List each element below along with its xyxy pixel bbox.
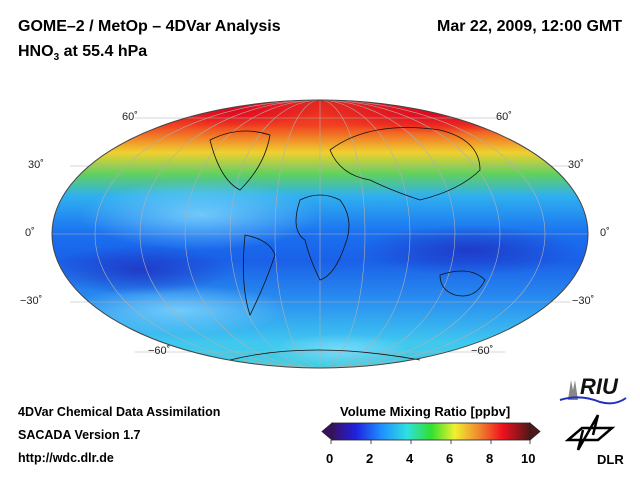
colorbar-min-arrow <box>321 422 333 441</box>
colorbar-tick-label: 8 <box>486 451 494 466</box>
lat-label-eq-right: 0˚ <box>600 227 610 239</box>
colorbar-tick-label: 0 <box>326 451 334 466</box>
species-subscript: 3 <box>53 52 60 64</box>
colorbar-tick-label: 4 <box>406 451 414 466</box>
riu-logo <box>559 380 627 405</box>
species-level: at 55.4 hPa <box>59 43 148 60</box>
lat-label-30n-left: 30˚ <box>28 159 44 171</box>
lat-label-eq-left: 0˚ <box>25 227 35 239</box>
colorbar-max-arrow <box>529 422 541 441</box>
colorbar-tick-label: 2 <box>366 451 374 466</box>
colorbar-ticks <box>330 440 531 444</box>
datetime-label: Mar 22, 2009, 12:00 GMT <box>437 18 622 35</box>
footer-url-link[interactable]: http://wdc.dlr.de <box>18 451 114 465</box>
footer-line-1: 4DVar Chemical Data Assimilation <box>18 405 221 419</box>
lat-label-30s-right: −30˚ <box>572 295 595 307</box>
lat-label-30s-left: −30˚ <box>20 295 43 307</box>
dlr-logo-icon <box>564 414 616 451</box>
colorbar-gradient <box>331 422 531 441</box>
species-main: HNO <box>18 43 54 60</box>
lat-label-60s-left: −60˚ <box>148 345 171 357</box>
lat-label-60n-right: 60˚ <box>496 111 512 123</box>
product-title: GOME–2 / MetOp – 4DVar Analysis <box>18 18 281 35</box>
colorbar-tick-label: 6 <box>446 451 454 466</box>
lat-label-60s-right: −60˚ <box>471 345 494 357</box>
lat-label-30n-right: 30˚ <box>568 159 584 171</box>
colorbar-tick-label: 10 <box>521 451 536 466</box>
coastlines <box>209 127 486 361</box>
species-label: HNO3 at 55.4 hPa <box>18 43 147 63</box>
footer-line-2: SACADA Version 1.7 <box>18 428 141 442</box>
colorbar-title: Volume Mixing Ratio [ppbv] <box>340 404 511 419</box>
dlr-logo-text: DLR <box>597 452 624 467</box>
riu-logo-text: RIU <box>580 374 618 399</box>
map-border <box>51 99 589 369</box>
lat-label-60n-left: 60˚ <box>122 111 138 123</box>
